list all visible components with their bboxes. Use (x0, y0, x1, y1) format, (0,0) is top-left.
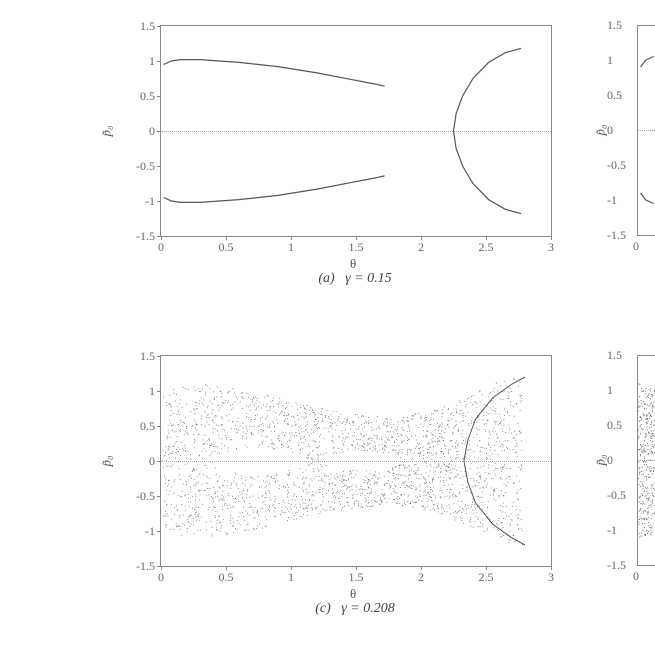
ytick-partial: 0.5 (607, 418, 622, 433)
xtick-partial: 0 (633, 239, 639, 254)
plot-area-a: -1.5-1-0.500.511.500.511.522.53θp̃₀ (160, 25, 552, 237)
xtick: 1.5 (344, 240, 368, 255)
xtick: 1.5 (344, 570, 368, 585)
ytick: 1 (125, 54, 155, 69)
caption-c-prefix: (c) (315, 601, 331, 616)
xtick: 2 (409, 240, 433, 255)
caption-c-gamma: γ = 0.208 (341, 601, 394, 616)
xtick: 3 (539, 240, 563, 255)
ytick-partial: -0.5 (607, 488, 626, 503)
caption-a: (a) γ = 0.15 (160, 271, 550, 287)
ylabel-partial: p̃₀ (593, 454, 609, 465)
xtick: 3 (539, 570, 563, 585)
ytick: -0.5 (125, 489, 155, 504)
curves-a (161, 26, 551, 236)
ytick: 0.5 (125, 419, 155, 434)
ytick-partial: -1 (607, 193, 617, 208)
ytick-partial: -1.5 (607, 558, 626, 573)
ytick-partial: 1 (607, 383, 613, 398)
xtick: 2 (409, 570, 433, 585)
caption-a-gamma: γ = 0.15 (345, 271, 391, 286)
ylabel: p̃₀ (99, 125, 115, 136)
scatter-c (161, 356, 551, 566)
ytick: -1 (125, 194, 155, 209)
xtick: 1 (279, 570, 303, 585)
ytick: 1.5 (125, 19, 155, 34)
xtick: 0 (149, 240, 173, 255)
xtick: 2.5 (474, 570, 498, 585)
xtick: 0 (149, 570, 173, 585)
ytick-partial: 1.5 (607, 18, 622, 33)
plot-area-c: -1.5-1-0.500.511.500.511.522.53θp̃₀ (160, 355, 552, 567)
panel-b-partial: -1.5-1-0.500.511.5p̃₀0 (605, 5, 655, 265)
ytick-partial: -0.5 (607, 158, 626, 173)
xlabel: θ (350, 256, 356, 272)
ytick: 1 (125, 384, 155, 399)
ytick: 0 (125, 124, 155, 139)
ytick-partial: -1.5 (607, 228, 626, 243)
page-root: -1.5-1-0.500.511.500.511.522.53θp̃₀ (a) … (0, 0, 655, 655)
xtick-partial: 0 (633, 569, 639, 584)
ytick-partial: -1 (607, 523, 617, 538)
xlabel: θ (350, 586, 356, 602)
panel-a: -1.5-1-0.500.511.500.511.522.53θp̃₀ (a) … (65, 5, 560, 315)
ytick-partial: 0.5 (607, 88, 622, 103)
ylabel: p̃₀ (99, 455, 115, 466)
caption-c: (c) γ = 0.208 (160, 601, 550, 617)
ytick-partial: 1 (607, 53, 613, 68)
ytick: -1 (125, 524, 155, 539)
xtick: 1 (279, 240, 303, 255)
xtick: 0.5 (214, 570, 238, 585)
xtick: 2.5 (474, 240, 498, 255)
ytick: -0.5 (125, 159, 155, 174)
ylabel-partial: p̃₀ (593, 124, 609, 135)
ytick-partial: 1.5 (607, 348, 622, 363)
ytick: 0 (125, 454, 155, 469)
ytick: 1.5 (125, 349, 155, 364)
xtick: 0.5 (214, 240, 238, 255)
caption-a-prefix: (a) (318, 271, 334, 286)
panel-c: -1.5-1-0.500.511.500.511.522.53θp̃₀ (c) … (65, 335, 560, 645)
panel-d-partial: -1.5-1-0.500.511.5p̃₀0 (605, 335, 655, 595)
ytick: 0.5 (125, 89, 155, 104)
